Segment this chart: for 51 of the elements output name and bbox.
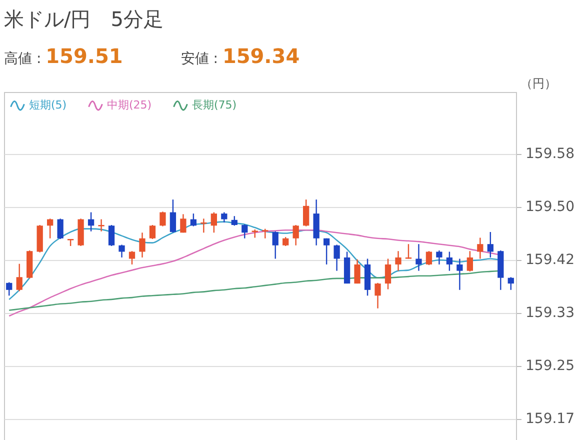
candlestick	[292, 224, 299, 246]
y-tick-label: 159.58	[526, 146, 574, 162]
candlestick	[190, 212, 197, 227]
candlestick	[160, 211, 166, 227]
text: 安値 : 159.34	[180, 44, 300, 68]
candlestick	[466, 250, 473, 272]
candlestick	[139, 232, 146, 258]
legend-label: 短期(5)	[29, 98, 67, 112]
candlestick	[487, 231, 494, 258]
candlestick	[384, 258, 392, 290]
candlestick	[303, 198, 310, 227]
y-tick-label: 159.33	[526, 305, 574, 322]
candlestick	[416, 243, 422, 272]
candlestick	[57, 218, 64, 240]
candlestick	[88, 212, 94, 232]
candlestick	[6, 282, 12, 296]
candlestick	[47, 218, 54, 239]
y-tick-label: 159.50	[526, 199, 574, 216]
candlestick	[98, 218, 104, 232]
candlestick	[508, 276, 514, 291]
candlestick	[446, 251, 453, 272]
candlestick	[436, 250, 442, 266]
legend-label: 中期(25)	[107, 98, 152, 112]
candlestick	[180, 214, 186, 234]
candlestick	[210, 212, 217, 234]
candlestick	[128, 250, 136, 266]
candlestick	[334, 244, 340, 272]
legend-label: 長期(75)	[192, 98, 237, 112]
candlestick	[108, 224, 115, 247]
y-tick-label: 159.42	[526, 252, 574, 268]
y-axis-title: （円）	[520, 76, 556, 90]
candlestick	[477, 237, 484, 260]
y-tick-label: 159.17	[526, 411, 574, 428]
candlestick	[374, 282, 381, 309]
text: 高値 : 159.51	[4, 44, 123, 68]
y-tick-label: 159.25	[526, 358, 574, 374]
candlestick	[354, 258, 360, 284]
candlestick	[395, 250, 402, 272]
candlestick	[242, 224, 248, 239]
candlestick	[221, 212, 228, 224]
candlestick	[262, 228, 268, 239]
candlestick	[426, 250, 432, 266]
chart-title: 米ドル/円 5分足	[4, 6, 164, 33]
candlestick	[323, 238, 330, 266]
candlestick	[231, 215, 238, 226]
candlestick	[170, 198, 176, 234]
candlestick	[118, 244, 125, 258]
candlestick	[16, 263, 22, 292]
candlestick	[149, 224, 156, 240]
candlestick	[272, 230, 278, 260]
candlestick	[456, 258, 463, 291]
